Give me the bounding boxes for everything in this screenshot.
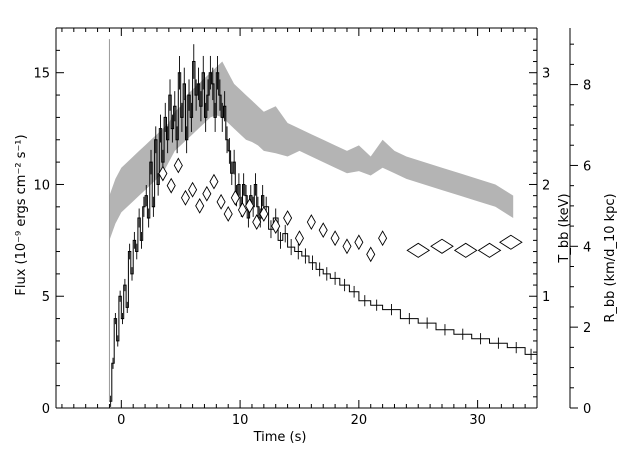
radius-diamond [223, 206, 233, 222]
radius-diamond [477, 242, 502, 258]
radius-diamond [245, 197, 255, 214]
radius-diamond [259, 206, 269, 222]
right-axis-title-radius: R_bb (km/d_10 kpc) [603, 193, 618, 322]
temperature-band-area [109, 61, 514, 241]
x-tick-label: 10 [232, 413, 249, 428]
radius-diamond [306, 214, 316, 230]
radius-diamond [216, 193, 226, 210]
radius-diamond [195, 197, 205, 214]
radius-diamond [209, 173, 219, 190]
flux-tick-label: 15 [33, 67, 50, 82]
radius-diamond [318, 222, 328, 239]
radius-diamond [271, 218, 281, 234]
radius-diamond [173, 157, 183, 174]
x-tick-label: 20 [351, 413, 368, 428]
radius-diamond [230, 189, 240, 206]
radius-diamond [294, 230, 304, 247]
radius-diamond [158, 165, 168, 182]
radius-diamonds [158, 157, 523, 263]
temperature-band [108, 39, 514, 402]
flux-tick-label: 0 [42, 402, 50, 417]
radius-diamond [378, 230, 388, 247]
radius-tick-label: 0 [583, 402, 591, 417]
radius-diamond [180, 189, 190, 206]
radius-diamond [453, 242, 478, 258]
radius-diamond [202, 185, 212, 202]
flux-tick-label: 5 [42, 290, 50, 305]
radius-diamond [237, 202, 247, 218]
radius-tick-label: 2 [583, 321, 591, 336]
temp-tick-label: 1 [542, 290, 550, 305]
radius-diamond [354, 234, 364, 251]
radius-diamond [166, 177, 176, 194]
axes [55, 27, 578, 409]
radius-diamond [499, 234, 523, 250]
radius-diamond [406, 242, 431, 258]
radius-tick-label: 4 [583, 240, 591, 255]
temp-tick-label: 3 [542, 67, 550, 82]
x-tick-label: 0 [117, 413, 125, 428]
temp-tick-label: 2 [542, 178, 550, 193]
x-tick-label: 30 [469, 413, 486, 428]
radius-tick-label: 6 [583, 159, 591, 174]
radius-diamond [330, 230, 340, 247]
radius-diamond [342, 238, 352, 255]
radius-diamond [366, 246, 376, 263]
radius-diamond [283, 210, 293, 226]
flux-step-line [109, 61, 537, 402]
flux-tick-label: 10 [33, 178, 50, 193]
left-axis-title: Flux (10⁻⁹ ergs cm⁻² s⁻¹) [14, 134, 29, 295]
radius-diamond [252, 214, 262, 230]
radius-tick-label: 8 [583, 79, 591, 94]
x-axis-title: Time (s) [253, 430, 307, 445]
right-axis-title-temp: T_bb (keV) [557, 193, 572, 263]
flux-series [109, 44, 537, 407]
radius-diamond [430, 238, 454, 254]
radius-diamond [188, 181, 198, 198]
